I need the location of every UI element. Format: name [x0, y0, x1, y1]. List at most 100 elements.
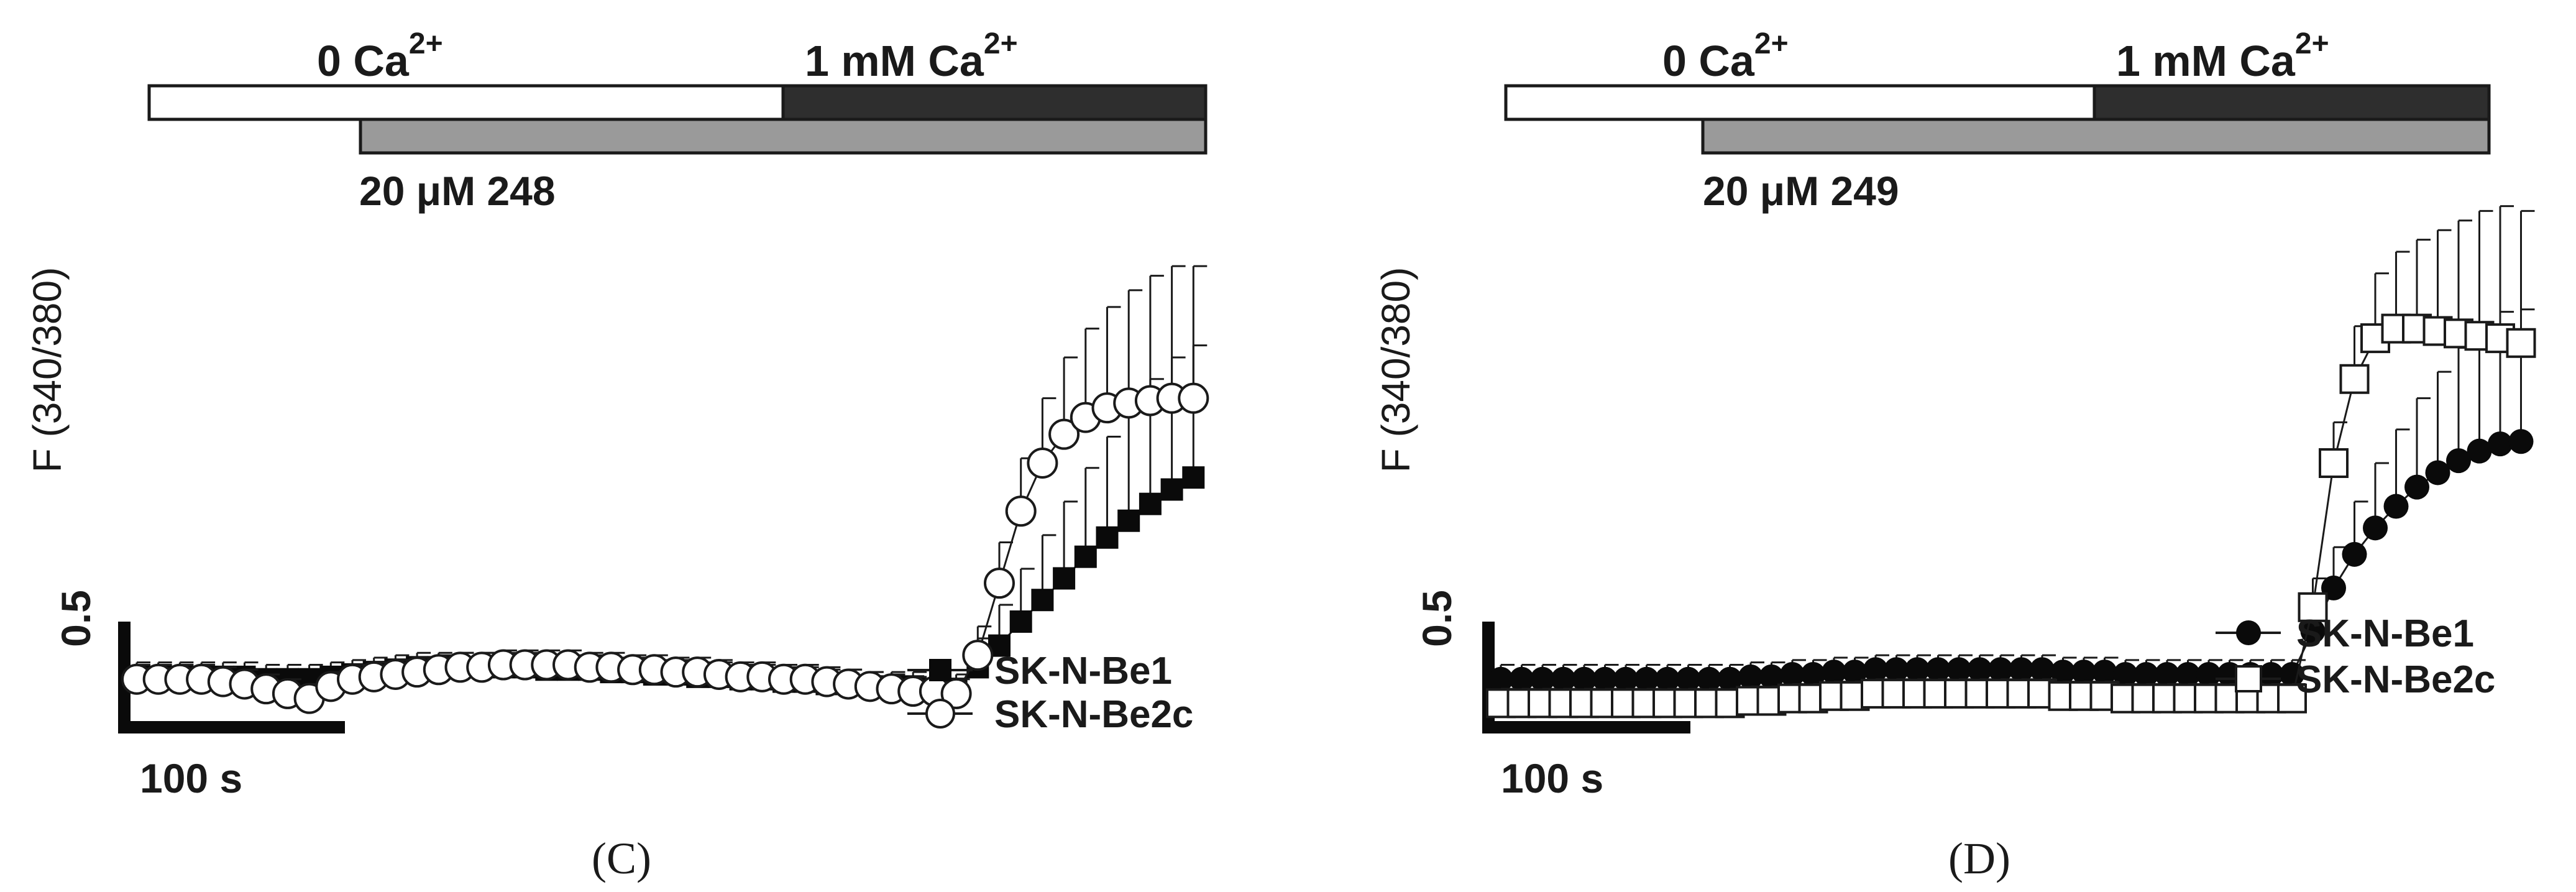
panel-c-drug-label: 20 μM 248 [359, 168, 556, 214]
panel-d-error-bar [2437, 370, 2452, 473]
panel-d-data-point [2508, 429, 2534, 454]
panel-c-legend: SK-N-Be1 SK-N-Be2c [907, 650, 1193, 736]
panel-c-data-point [1139, 492, 1162, 515]
panel-d-data-point [1675, 666, 1701, 692]
panel-d-data-point [1697, 666, 1721, 692]
panel-d-data-point [2319, 448, 2349, 478]
panel-d-legend-marker-be1 [2236, 620, 2261, 645]
panel-d-data-point [1655, 666, 1680, 692]
panel-d-data-point [2404, 474, 2429, 500]
panel-c-legend-label-be2c: SK-N-Be2c [994, 693, 1193, 736]
panel-c-data-point [1005, 495, 1037, 527]
panel-c-data-point [1048, 418, 1080, 450]
panel-d-data-point [2363, 515, 2388, 541]
panel-c-scale-bar: 0.5 100 s [53, 590, 345, 801]
panel-c-data-point [984, 568, 1015, 599]
panel-d-error-bar [2478, 209, 2493, 336]
panel-d-series-1 [1488, 308, 2535, 692]
panel-c-legend-marker-be1 [929, 659, 951, 681]
panel-d-data-point [1738, 664, 1763, 689]
panel-c-calcium-bar [781, 84, 1208, 121]
panel-d-data-point [2339, 364, 2370, 394]
panel-d-data-point [1884, 657, 1909, 683]
panel-d-data-point [2009, 657, 2034, 683]
panel-d-condition2-label: 1 mM Ca2+ [2116, 27, 2329, 85]
panel-d-error-bar [2416, 397, 2431, 487]
panel-d-data-point [2467, 438, 2492, 464]
panel-c-y-axis-label: F (340/380) [25, 267, 70, 473]
panel-d-data-point [1988, 657, 2013, 683]
panel-c-scale-bar-y-label: 0.5 [53, 590, 99, 647]
panel-d-zero-calcium-bar [1504, 84, 2096, 121]
panel-c-data-point [1182, 466, 1205, 489]
panel-c-data-point [1178, 382, 1209, 414]
panel-d-data-point [1613, 666, 1638, 692]
panel-c-error-bar [1192, 265, 1208, 398]
panel-d-data-point [2506, 328, 2536, 358]
panel-d-data-point [1925, 657, 1951, 683]
panel-d-data-point [1967, 657, 1992, 683]
panel-c-data-point [962, 640, 994, 671]
panel-c-data-point [1027, 448, 1058, 479]
panel-d-data-point [2030, 657, 2055, 683]
panel-d-scale-bar-horizontal [1482, 721, 1690, 733]
panel-d-data-point [1842, 660, 1868, 685]
panel-d-data-point [2175, 662, 2201, 687]
panel-d-data-point [2488, 431, 2513, 457]
panel-c-data-point [1117, 509, 1140, 532]
panel-d-data-point [2196, 662, 2221, 687]
panel-c: 0 Ca2+ 1 mM Ca2+ 20 μM 248 F (340/380) 0… [25, 27, 1209, 883]
panel-c-scale-bar-horizontal [118, 721, 345, 733]
panel-d-protocol: 0 Ca2+ 1 mM Ca2+ 20 μM 249 [1504, 27, 2491, 214]
panel-d-data-point [2071, 660, 2096, 685]
panel-d-error-bar [2395, 428, 2410, 507]
panel-d-data-point [1592, 666, 1618, 692]
panel-d-data-point [1530, 666, 1555, 692]
panel-d-data-point [1717, 666, 1743, 692]
panel-d-scale-bar: 0.5 100 s [1414, 590, 1690, 801]
panel-d-plot-area [1486, 205, 2536, 719]
panel-d-data-point [2092, 660, 2117, 685]
panel-c-data-point [1074, 545, 1097, 568]
panel-d-legend-label-be1: SK-N-Be1 [2296, 612, 2474, 655]
panel-c-legend-marker-be2c [925, 699, 955, 729]
panel-d-data-point [1572, 666, 1597, 692]
panel-d-data-point [1488, 666, 1513, 692]
panel-d-legend: SK-N-Be1 SK-N-Be2c [2216, 612, 2495, 701]
panel-c-protocol: 0 Ca2+ 1 mM Ca2+ 20 μM 248 [147, 27, 1208, 214]
panel-d-data-point [1759, 664, 1784, 689]
panel-c-condition2-label: 1 mM Ca2+ [805, 27, 1018, 85]
panel-c-error-bar [1171, 265, 1186, 398]
panel-d-error-bar [2520, 209, 2535, 343]
panel-d-data-point [1634, 666, 1659, 692]
panel-d-data-point [2383, 494, 2409, 519]
panel-d-data-point [1946, 657, 1971, 683]
panel-d-error-bar [2499, 205, 2514, 339]
panel-c-data-point [1053, 567, 1076, 590]
panel-c-label: (C) [592, 834, 651, 883]
panel-d-data-point [2155, 662, 2180, 687]
panel-d-data-point [2446, 448, 2471, 474]
panel-c-series-2 [121, 265, 1209, 714]
panel-d-drug-bar [1701, 117, 2491, 155]
panel-d-data-point [2425, 460, 2450, 485]
panel-d-data-point [1905, 657, 1930, 683]
panel-d-data-point [2298, 592, 2328, 622]
panel-d-error-bar [2437, 229, 2452, 331]
panel-c-scale-bar-x-label: 100 s [140, 755, 242, 801]
panel-d-condition1-label: 0 Ca2+ [1662, 27, 1789, 85]
panel-c-data-point [1096, 526, 1119, 549]
panel-d-data-point [2134, 662, 2159, 687]
panel-c-error-bar [1149, 275, 1164, 401]
panel-d-data-point [1863, 657, 1888, 683]
panel-c-plot-area [121, 265, 1209, 714]
panel-d-data-point [1780, 662, 1805, 687]
panel-d-legend-label-be2c: SK-N-Be2c [2296, 658, 2495, 701]
panel-c-error-bar [1127, 289, 1143, 403]
panel-c-drug-bar [359, 117, 1208, 155]
panel-d-legend-marker-be2c [2235, 665, 2262, 692]
panel-d-data-point [2113, 662, 2138, 687]
panel-d-label: (D) [1948, 834, 2010, 883]
panel-d-data-point [2050, 660, 2076, 685]
